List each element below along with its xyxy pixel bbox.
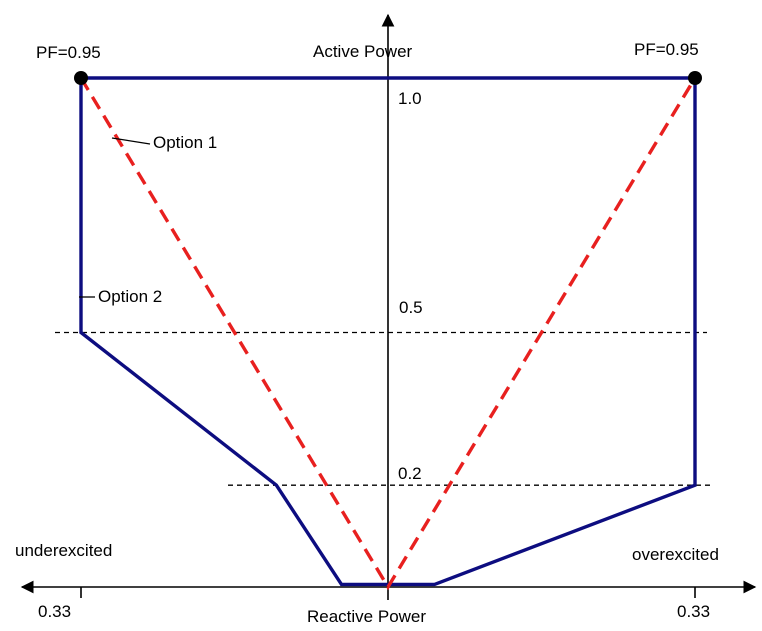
y-axis-label: Active Power <box>313 42 413 61</box>
pf-marker-left <box>74 71 88 85</box>
underexcited-label: underexcited <box>15 541 112 560</box>
level-0-2-label: 0.2 <box>398 464 422 483</box>
option-1-label: Option 1 <box>153 133 217 152</box>
pf-right-label: PF=0.95 <box>634 40 699 59</box>
tick-left-label: 0.33 <box>38 602 71 621</box>
overexcited-label: overexcited <box>632 545 719 564</box>
pf-left-label: PF=0.95 <box>36 43 101 62</box>
x-axis-label: Reactive Power <box>307 607 426 626</box>
pf-marker-right <box>688 71 702 85</box>
series-option-1-line <box>79 77 697 591</box>
option-1-leader <box>111 137 151 145</box>
level-0-5-label: 0.5 <box>399 298 423 317</box>
tick-right-label: 0.33 <box>677 602 710 621</box>
option-2-label: Option 2 <box>98 287 162 306</box>
level-1-0-label: 1.0 <box>398 89 422 108</box>
